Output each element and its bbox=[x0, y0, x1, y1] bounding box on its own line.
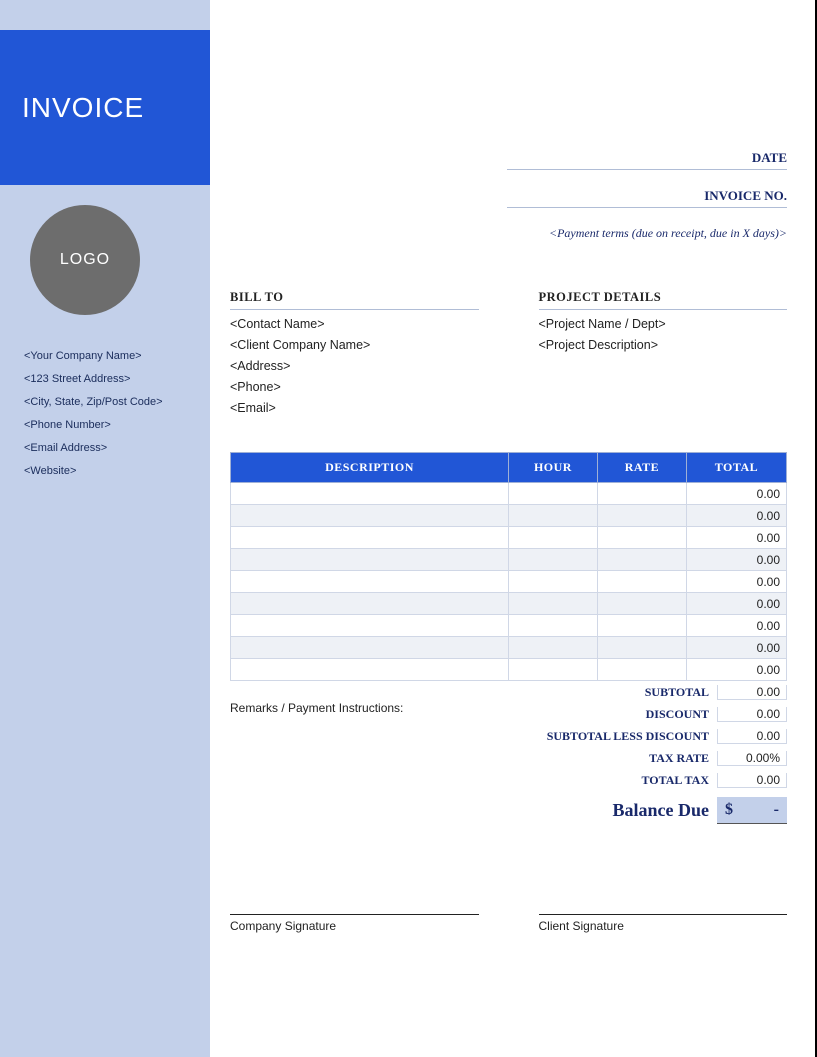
invoice-table: DESCRIPTION HOUR RATE TOTAL 0.00 0.00 0.… bbox=[230, 452, 787, 681]
logo-text: LOGO bbox=[60, 251, 110, 269]
row-total: 0.00 bbox=[686, 593, 786, 615]
table-body: 0.00 0.00 0.00 0.00 0.00 0.00 0.00 0.00 … bbox=[231, 483, 787, 681]
invoice-no-label: INVOICE NO. bbox=[507, 188, 787, 208]
company-city: <City, State, Zip/Post Code> bbox=[24, 396, 210, 408]
balance-amount: - bbox=[774, 801, 779, 819]
bill-contact: <Contact Name> bbox=[230, 317, 479, 331]
main-content: DATE INVOICE NO. <Payment terms (due on … bbox=[210, 0, 815, 1057]
row-total: 0.00 bbox=[686, 527, 786, 549]
tax-rate-label: TAX RATE bbox=[230, 751, 717, 766]
project-section: PROJECT DETAILS <Project Name / Dept> <P… bbox=[539, 290, 788, 422]
date-label: DATE bbox=[507, 150, 787, 170]
company-info: <Your Company Name> <123 Street Address>… bbox=[0, 315, 210, 488]
table-row: 0.00 bbox=[231, 505, 787, 527]
project-name: <Project Name / Dept> bbox=[539, 317, 788, 331]
total-tax-value: 0.00 bbox=[717, 773, 787, 788]
row-total: 0.00 bbox=[686, 637, 786, 659]
table-row: 0.00 bbox=[231, 637, 787, 659]
company-phone: <Phone Number> bbox=[24, 419, 210, 431]
company-email: <Email Address> bbox=[24, 442, 210, 454]
table-row: 0.00 bbox=[231, 571, 787, 593]
balance-value: $ - bbox=[717, 797, 787, 824]
bill-email: <Email> bbox=[230, 401, 479, 415]
summary: Remarks / Payment Instructions: SUBTOTAL… bbox=[230, 681, 787, 824]
bill-to-section: BILL TO <Contact Name> <Client Company N… bbox=[230, 290, 479, 422]
row-total: 0.00 bbox=[686, 505, 786, 527]
bill-address: <Address> bbox=[230, 359, 479, 373]
project-title: PROJECT DETAILS bbox=[539, 290, 788, 310]
invoice-title: INVOICE bbox=[22, 92, 144, 124]
balance-row: Balance Due $ - bbox=[230, 797, 787, 824]
table-row: 0.00 bbox=[231, 659, 787, 681]
client-signature: Client Signature bbox=[539, 914, 788, 933]
header-total: TOTAL bbox=[686, 453, 786, 483]
balance-label: Balance Due bbox=[613, 800, 718, 821]
title-block: INVOICE bbox=[0, 30, 210, 185]
invoice-page: INVOICE LOGO <Your Company Name> <123 St… bbox=[0, 0, 817, 1057]
company-signature: Company Signature bbox=[230, 914, 479, 933]
sidebar: INVOICE LOGO <Your Company Name> <123 St… bbox=[0, 0, 210, 1057]
payment-terms: <Payment terms (due on receipt, due in X… bbox=[507, 226, 787, 241]
table-row: 0.00 bbox=[231, 615, 787, 637]
total-tax-label: TOTAL TAX bbox=[230, 773, 717, 788]
company-name: <Your Company Name> bbox=[24, 350, 210, 362]
table-row: 0.00 bbox=[231, 549, 787, 571]
signatures: Company Signature Client Signature bbox=[230, 914, 787, 933]
discount-value: 0.00 bbox=[717, 707, 787, 722]
subtotal-less-value: 0.00 bbox=[717, 729, 787, 744]
header-hour: HOUR bbox=[509, 453, 598, 483]
logo-placeholder: LOGO bbox=[30, 205, 140, 315]
table-row: 0.00 bbox=[231, 483, 787, 505]
row-total: 0.00 bbox=[686, 571, 786, 593]
row-total: 0.00 bbox=[686, 659, 786, 681]
row-total: 0.00 bbox=[686, 549, 786, 571]
header-description: DESCRIPTION bbox=[231, 453, 509, 483]
bill-company: <Client Company Name> bbox=[230, 338, 479, 352]
client-sig-label: Client Signature bbox=[539, 914, 788, 933]
top-meta: DATE INVOICE NO. <Payment terms (due on … bbox=[507, 150, 787, 241]
info-sections: BILL TO <Contact Name> <Client Company N… bbox=[230, 290, 787, 422]
subtotal-value: 0.00 bbox=[717, 685, 787, 700]
row-total: 0.00 bbox=[686, 615, 786, 637]
company-website: <Website> bbox=[24, 465, 210, 477]
subtotal-label: SUBTOTAL bbox=[230, 685, 717, 700]
company-address: <123 Street Address> bbox=[24, 373, 210, 385]
row-total: 0.00 bbox=[686, 483, 786, 505]
bill-phone: <Phone> bbox=[230, 380, 479, 394]
company-sig-label: Company Signature bbox=[230, 914, 479, 933]
table-row: 0.00 bbox=[231, 593, 787, 615]
header-rate: RATE bbox=[597, 453, 686, 483]
tax-rate-value: 0.00% bbox=[717, 751, 787, 766]
project-description: <Project Description> bbox=[539, 338, 788, 352]
balance-currency: $ bbox=[725, 801, 733, 819]
bill-to-title: BILL TO bbox=[230, 290, 479, 310]
subtotal-less-label: SUBTOTAL LESS DISCOUNT bbox=[230, 729, 717, 744]
table-row: 0.00 bbox=[231, 527, 787, 549]
remarks-label: Remarks / Payment Instructions: bbox=[230, 701, 403, 715]
